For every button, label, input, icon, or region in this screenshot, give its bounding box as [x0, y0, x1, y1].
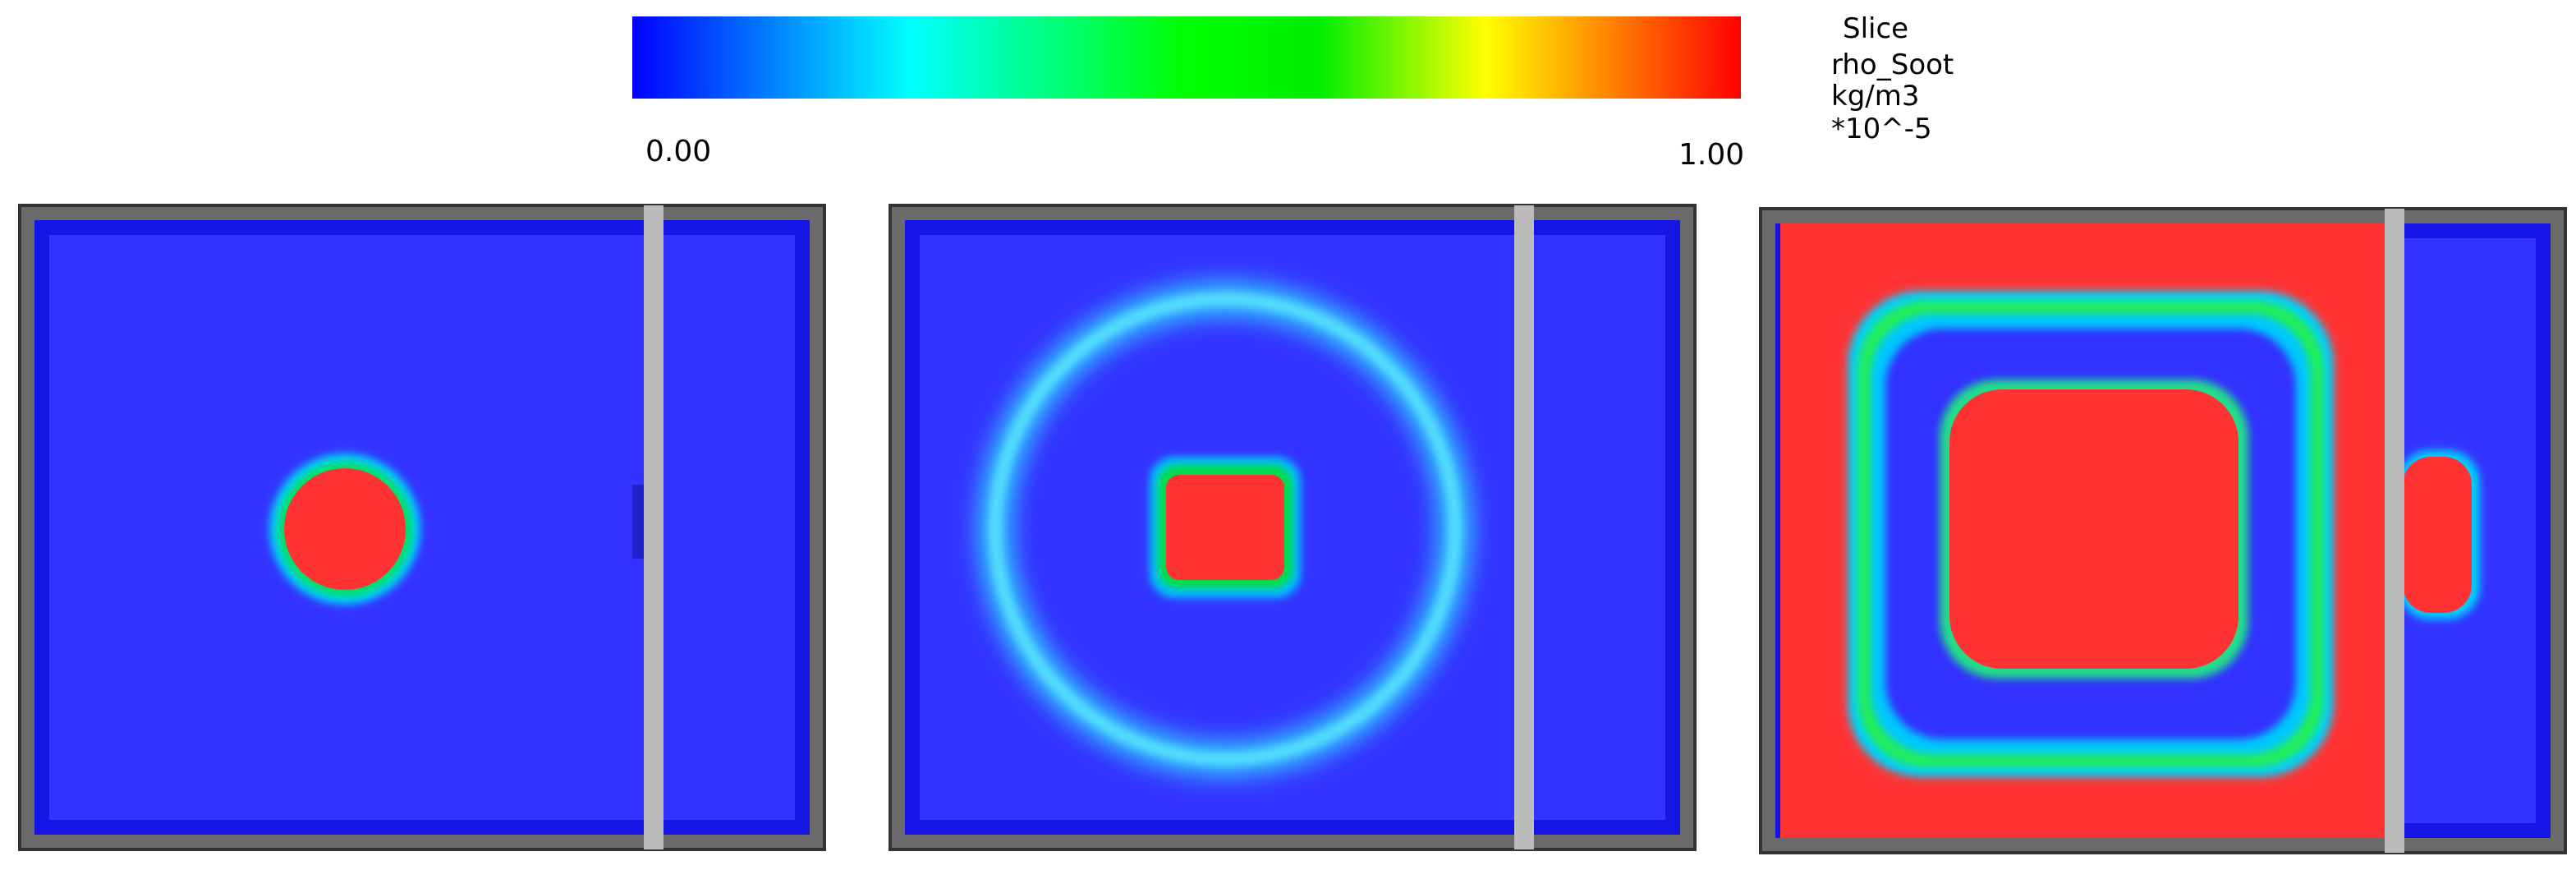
legend-line: *10^-5 [1831, 113, 1932, 145]
legend-line: rho_Soot [1831, 48, 1954, 81]
legend-line: Slice [1843, 12, 1908, 45]
panel [889, 204, 1697, 851]
colorbar-max: 1.00 [1678, 138, 1744, 172]
panel [1759, 207, 2567, 854]
colorbar-min: 0.00 [645, 135, 711, 168]
panel [18, 204, 826, 851]
colorbar [632, 16, 1741, 99]
legend-line: kg/m3 [1831, 80, 1919, 113]
